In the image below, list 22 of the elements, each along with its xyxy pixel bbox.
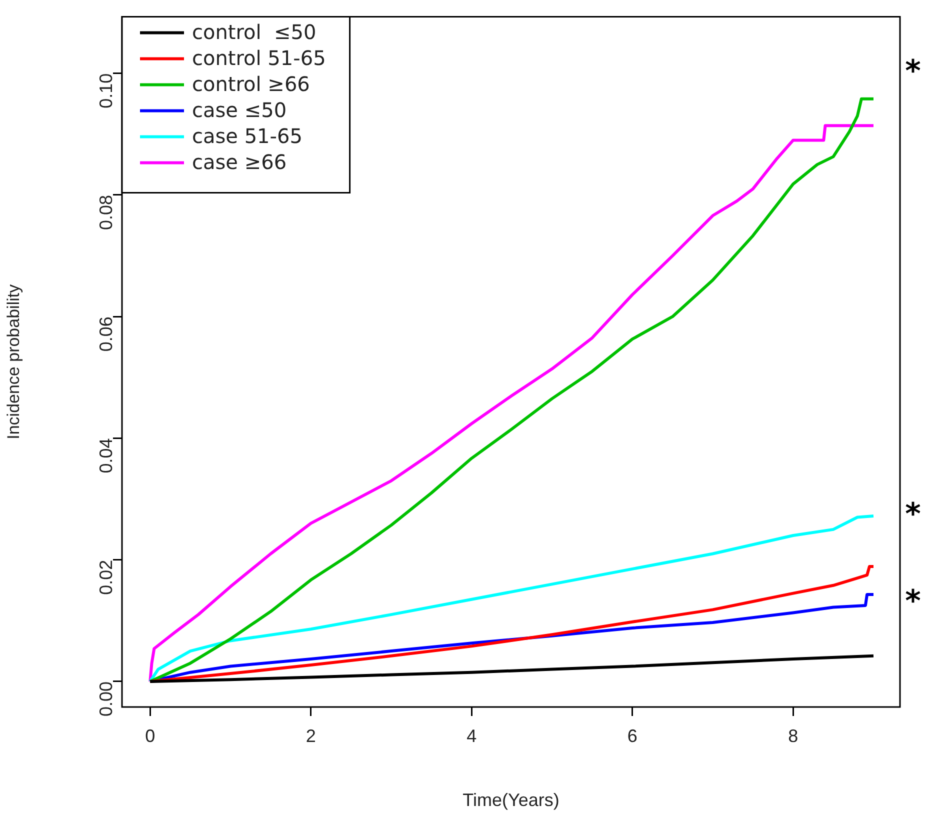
x-tick-label: 8 [788,726,798,746]
legend-label: control ≤50 [192,20,316,44]
text: * [905,584,922,620]
y-tick-label: 0.10 [96,73,116,108]
y-axis-title: Incidence probability [4,284,23,440]
y-tick-label: 0.02 [96,560,116,595]
text: * [905,54,922,89]
legend-label: case ≤50 [192,98,287,122]
legend-label: case ≥66 [192,150,287,174]
y-tick-label: 0.04 [96,438,116,474]
y-tick-label: 0.08 [96,194,116,230]
legend-label: case 51-65 [192,124,302,148]
x-tick-label: 0 [145,726,156,746]
y-tick-label: 0.06 [96,316,116,352]
legend-label: control 51-65 [192,46,326,70]
x-axis-title: Time(Years) [462,790,560,810]
x-tick-label: 4 [466,726,477,746]
x-tick-label: 2 [306,726,316,746]
text: * [905,497,922,532]
y-tick-label: 0.00 [96,681,116,717]
legend-label: control ≥66 [192,72,310,96]
x-tick-label: 6 [627,726,638,746]
